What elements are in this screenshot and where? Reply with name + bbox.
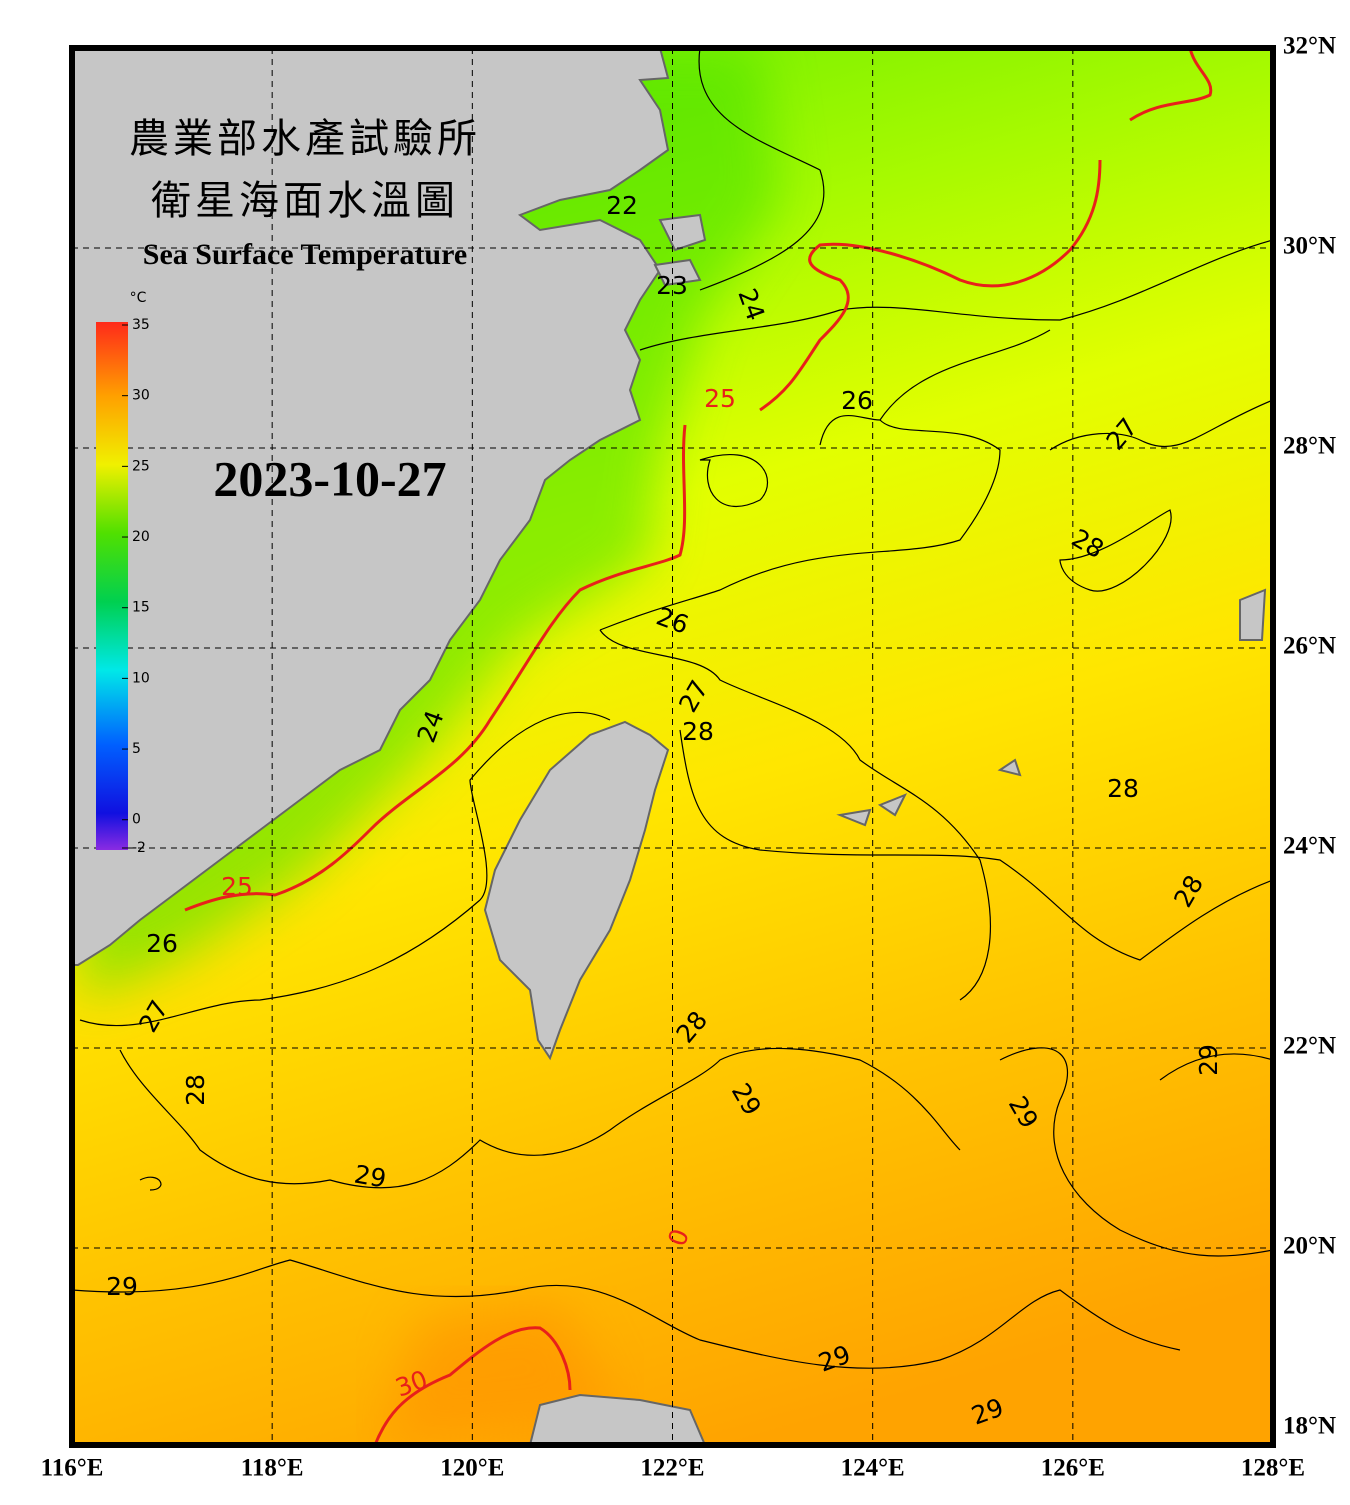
colorbar-tick-label: 30 [132, 388, 150, 404]
isotherms [72, 48, 1273, 1369]
contour-label: 29 [1194, 1044, 1223, 1076]
colorbar-tick-label: 35 [132, 317, 150, 333]
lat-label: 28°N [1283, 433, 1336, 460]
colorbar-tick-label: -2 [132, 840, 146, 856]
colorbar-tick-label: 20 [132, 529, 150, 545]
mainland [72, 48, 670, 966]
title-zh-1: 農業部水產試驗所 [129, 116, 481, 162]
contour-label: 28 [682, 717, 714, 746]
colorbar-tick-label: 15 [132, 600, 150, 616]
lat-label: 18°N [1283, 1413, 1336, 1440]
colorbar-unit: °C [130, 290, 147, 306]
contour-label: 29 [106, 1272, 138, 1301]
colorbar [96, 322, 128, 850]
contour-label: 28 [1107, 774, 1139, 803]
colorbar-tick-label: 0 [132, 812, 141, 828]
lon-label: 120°E [440, 1455, 504, 1482]
contour-label: 22 [606, 191, 638, 220]
lat-label: 30°N [1283, 233, 1336, 260]
islands [653, 213, 1267, 827]
luzon [528, 1393, 707, 1445]
isotherms-red [184, 48, 1213, 1445]
contour-label: 28 [181, 1074, 210, 1106]
title-zh-2: 衛星海面水溫圖 [151, 178, 459, 224]
colorbar-tick-label: 25 [132, 458, 150, 474]
lat-label: 32°N [1283, 33, 1336, 60]
lat-label: 24°N [1283, 833, 1336, 860]
contour-label: 26 [841, 386, 873, 415]
contour-label: 25 [704, 384, 736, 413]
contour-label: 25 [221, 872, 253, 901]
map-frame [69, 45, 1276, 1448]
contour-label: 26 [146, 929, 178, 958]
date: 2023-10-27 [213, 450, 446, 506]
colorbar-tick-label: 10 [132, 670, 150, 686]
lat-label: 26°N [1283, 633, 1336, 660]
contour-label: 23 [656, 271, 688, 300]
contour-label: 29 [352, 1159, 388, 1193]
colorbar-tick-label: 5 [132, 741, 141, 757]
lat-label: 20°N [1283, 1233, 1336, 1260]
lat-label: 22°N [1283, 1033, 1336, 1060]
title-en: Sea Surface Temperature [143, 238, 467, 271]
graticule [72, 48, 1273, 1445]
lon-label: 116°E [41, 1455, 104, 1482]
taiwan [483, 720, 670, 1061]
lon-label: 128°E [1241, 1455, 1305, 1482]
lon-label: 126°E [1041, 1455, 1105, 1482]
lon-label: 122°E [640, 1455, 704, 1482]
lon-label: 124°E [841, 1455, 905, 1482]
lon-label: 118°E [241, 1455, 304, 1482]
